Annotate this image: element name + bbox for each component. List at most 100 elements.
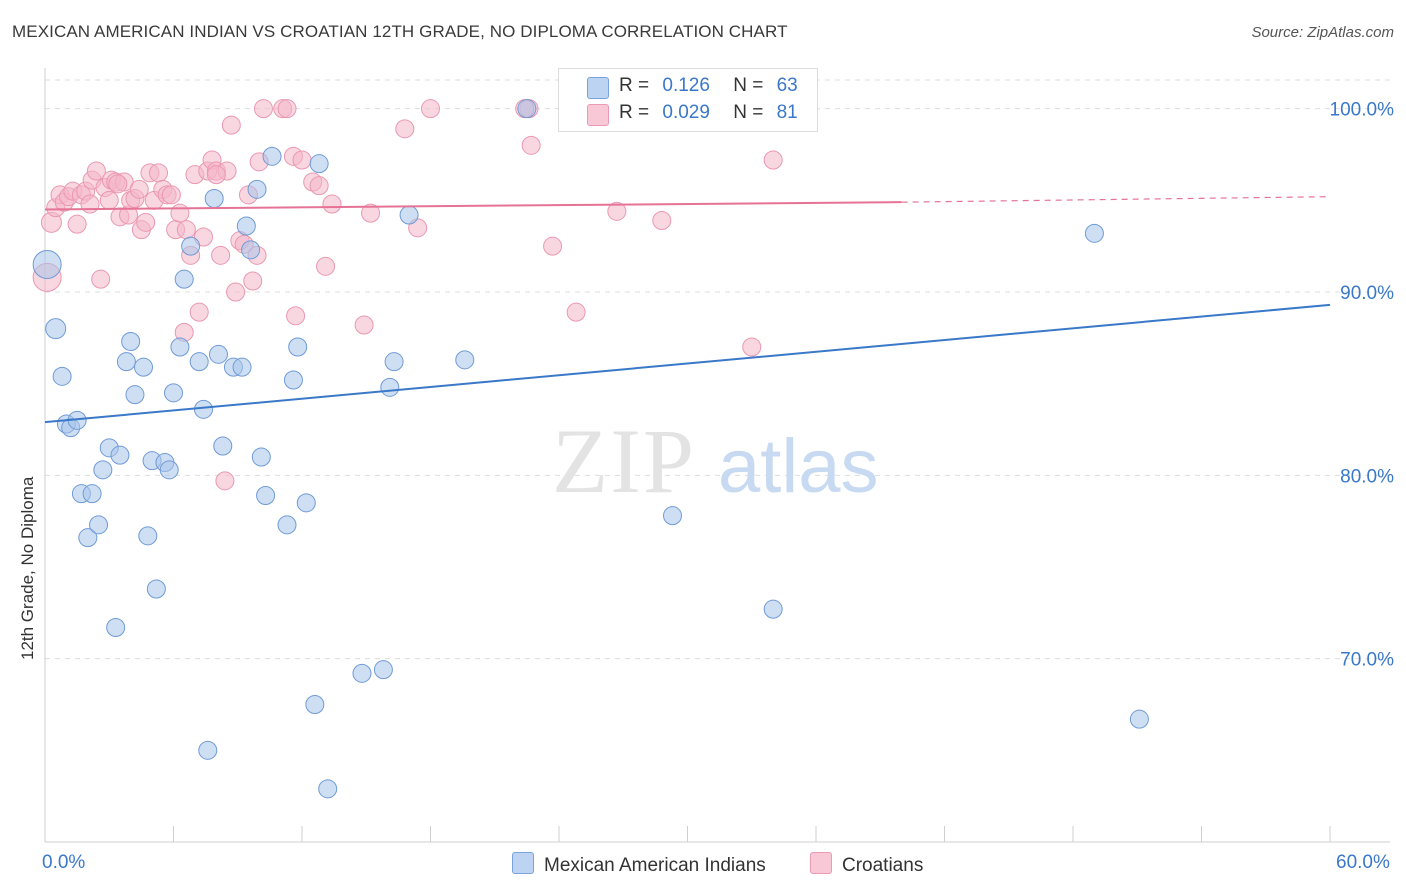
source-label: Source: ZipAtlas.com <box>1251 24 1394 41</box>
data-point <box>80 194 100 214</box>
data-point <box>322 194 342 214</box>
data-point <box>277 515 297 535</box>
data-point <box>763 599 783 619</box>
data-point <box>283 370 303 390</box>
bottom-legend-blue: Mexican American Indians <box>512 852 766 877</box>
data-point <box>309 176 329 196</box>
legend-r-value-pink: 0.029 <box>662 102 710 123</box>
data-point <box>108 174 128 194</box>
legend-swatch-pink <box>587 104 609 126</box>
data-point <box>134 357 154 377</box>
data-point <box>170 203 190 223</box>
data-point <box>45 318 67 340</box>
data-point <box>32 250 62 279</box>
legend-r-value-blue: 0.126 <box>662 75 710 96</box>
data-point <box>67 214 87 234</box>
data-point <box>106 618 126 637</box>
data-point <box>236 216 256 236</box>
data-point <box>208 344 228 364</box>
data-point <box>652 211 672 230</box>
y-tick-label: 90.0% <box>1340 283 1394 304</box>
data-point <box>78 528 98 548</box>
data-point <box>262 146 282 166</box>
correlation-legend: R = 0.126 N = 63 R = 0.029 N = 81 <box>558 68 818 132</box>
legend-swatch-blue <box>587 77 609 99</box>
axes <box>44 68 1390 843</box>
bottom-legend-pink: Croatians <box>810 852 923 877</box>
watermark: ZIP atlas <box>552 410 879 512</box>
data-point <box>361 203 381 223</box>
data-point <box>211 245 231 265</box>
data-point <box>247 179 267 199</box>
legend-n-label: N = <box>733 102 764 123</box>
data-point <box>164 383 183 403</box>
data-point <box>286 306 306 326</box>
data-point <box>256 486 276 505</box>
data-point <box>373 660 393 680</box>
data-point <box>226 282 246 302</box>
data-point <box>742 337 762 357</box>
data-point <box>193 399 213 419</box>
data-point <box>181 236 201 256</box>
data-point <box>296 493 316 513</box>
data-point <box>253 99 273 119</box>
trend-line-blue <box>44 303 1331 424</box>
trend-line-pink <box>44 201 902 211</box>
data-point <box>288 337 308 357</box>
legend-n-label: N = <box>733 75 764 96</box>
bottom-legend-swatch-blue <box>512 852 534 874</box>
data-point <box>189 352 209 372</box>
data-point <box>206 165 226 185</box>
data-point <box>138 526 158 546</box>
data-point <box>277 99 297 119</box>
y-tick-labels: 70.0% 80.0% 90.0% 100.0% <box>1330 100 1395 671</box>
data-point <box>176 220 196 240</box>
data-point <box>566 302 586 322</box>
data-point <box>316 256 336 276</box>
bottom-legend-label-pink: Croatians <box>842 855 924 876</box>
data-point <box>395 119 415 139</box>
data-point <box>399 205 419 225</box>
bottom-legend-swatch-pink <box>810 852 832 874</box>
y-tick-label: 100.0% <box>1330 100 1395 121</box>
data-point <box>189 302 209 322</box>
data-point <box>221 115 241 135</box>
data-point <box>607 201 627 221</box>
data-point <box>763 150 783 170</box>
legend-n-value-blue: 63 <box>776 75 798 96</box>
watermark-atlas: atlas <box>718 424 879 509</box>
data-point <box>99 190 119 210</box>
data-point <box>352 663 372 683</box>
data-point <box>121 332 141 351</box>
data-point <box>232 357 252 377</box>
data-point <box>116 352 136 372</box>
data-point <box>82 484 102 504</box>
data-point <box>1084 223 1104 243</box>
data-point <box>455 350 475 370</box>
legend-r-label: R = <box>619 75 650 96</box>
data-point <box>517 99 537 119</box>
data-point <box>161 185 181 205</box>
data-point <box>1129 709 1149 729</box>
data-point <box>198 740 218 760</box>
data-point <box>91 269 111 289</box>
data-point <box>305 695 325 714</box>
data-point <box>384 352 404 372</box>
data-point <box>663 506 683 526</box>
data-point <box>125 385 145 405</box>
data-point <box>86 161 106 181</box>
legend-n-value-pink: 81 <box>776 102 798 123</box>
data-point <box>318 779 338 799</box>
data-point <box>170 337 190 357</box>
data-point <box>251 447 271 467</box>
data-point <box>243 271 263 291</box>
data-point <box>204 189 224 208</box>
legend-r-label: R = <box>619 102 650 123</box>
trend-lines <box>44 196 1331 424</box>
data-point <box>309 154 329 174</box>
data-point <box>380 377 400 397</box>
data-point <box>110 445 130 465</box>
data-point <box>52 366 72 386</box>
data-point <box>292 150 312 170</box>
